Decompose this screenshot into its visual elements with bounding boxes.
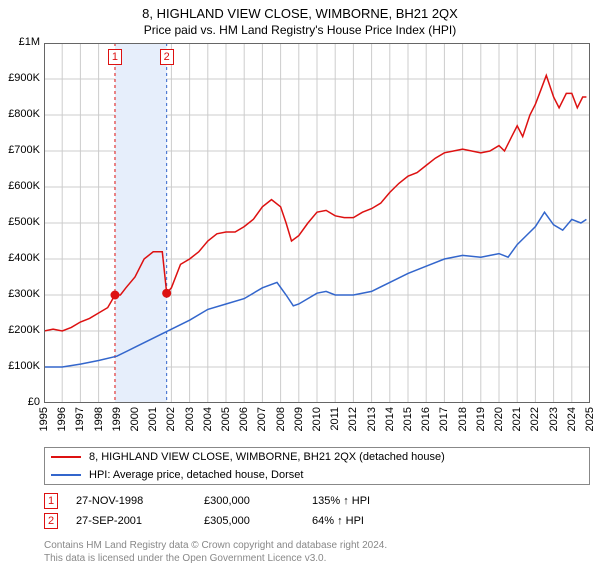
legend-label: HPI: Average price, detached house, Dors…	[89, 469, 303, 481]
legend-box: 8, HIGHLAND VIEW CLOSE, WIMBORNE, BH21 2…	[44, 447, 590, 485]
x-axis-label: 2011	[329, 407, 341, 431]
x-axis-label: 2013	[366, 407, 378, 431]
x-axis-label: 2004	[202, 407, 214, 431]
x-axis-label: 2015	[402, 407, 414, 431]
x-axis-label: 2010	[311, 407, 323, 431]
x-axis-label: 2003	[184, 407, 196, 431]
x-axis-label: 1995	[38, 407, 50, 431]
footer-line-1: Contains HM Land Registry data © Crown c…	[44, 539, 590, 552]
y-axis-label: £800K	[0, 108, 40, 120]
x-axis-label: 2018	[457, 407, 469, 431]
x-axis-label: 2008	[275, 407, 287, 431]
y-axis-label: £100K	[0, 360, 40, 372]
legend-label: 8, HIGHLAND VIEW CLOSE, WIMBORNE, BH21 2…	[89, 451, 445, 463]
x-axis-label: 2007	[256, 407, 268, 431]
x-axis-label: 2016	[420, 407, 432, 431]
x-axis-label: 2000	[129, 407, 141, 431]
x-axis-label: 1999	[111, 407, 123, 431]
sale-price: £305,000	[204, 515, 294, 527]
chart-subtitle: Price paid vs. HM Land Registry's House …	[0, 21, 600, 43]
y-axis-label: £300K	[0, 288, 40, 300]
sale-number-box: 2	[44, 513, 58, 529]
x-axis-label: 2022	[529, 407, 541, 431]
legend-swatch	[51, 474, 81, 476]
x-axis-label: 2017	[438, 407, 450, 431]
y-axis-label: £900K	[0, 72, 40, 84]
legend-item: 8, HIGHLAND VIEW CLOSE, WIMBORNE, BH21 2…	[45, 448, 589, 466]
x-axis-label: 2021	[511, 407, 523, 431]
sales-table: 1 27-NOV-1998 £300,000 135% ↑ HPI 2 27-SEP-20…	[44, 491, 590, 531]
legend-item: HPI: Average price, detached house, Dors…	[45, 466, 589, 484]
sale-marker-label: 1	[108, 49, 122, 65]
x-axis-label: 2025	[584, 407, 596, 431]
x-axis-label: 1996	[56, 407, 68, 431]
x-axis-label: 2024	[566, 407, 578, 431]
y-axis-label: £1M	[0, 36, 40, 48]
y-axis-label: £600K	[0, 180, 40, 192]
sale-price: £300,000	[204, 495, 294, 507]
footer-line-2: This data is licensed under the Open Gov…	[44, 552, 590, 565]
plot-area: £0£100K£200K£300K£400K£500K£600K£700K£80…	[44, 43, 590, 403]
x-axis-label: 1997	[74, 407, 86, 431]
x-axis-label: 2006	[238, 407, 250, 431]
x-axis-label: 2009	[293, 407, 305, 431]
sale-vs-hpi: 64% ↑ HPI	[312, 515, 412, 527]
x-axis-label: 2001	[147, 407, 159, 431]
attribution-footer: Contains HM Land Registry data © Crown c…	[44, 539, 590, 565]
sales-table-row: 2 27-SEP-2001 £305,000 64% ↑ HPI	[44, 511, 590, 531]
legend-swatch	[51, 456, 81, 458]
x-axis-label: 2019	[475, 407, 487, 431]
sale-date: 27-NOV-1998	[76, 495, 186, 507]
x-axis-label: 1998	[93, 407, 105, 431]
y-axis-label: £500K	[0, 216, 40, 228]
y-axis-label: £200K	[0, 324, 40, 336]
x-axis-label: 2023	[548, 407, 560, 431]
y-axis-label: £0	[0, 396, 40, 408]
x-axis-label: 2002	[165, 407, 177, 431]
x-axis-label: 2005	[220, 407, 232, 431]
x-axis-label: 2012	[347, 407, 359, 431]
sale-date: 27-SEP-2001	[76, 515, 186, 527]
x-axis-label: 2014	[384, 407, 396, 431]
sale-vs-hpi: 135% ↑ HPI	[312, 495, 412, 507]
sale-marker-label: 2	[160, 49, 174, 65]
y-axis-label: £700K	[0, 144, 40, 156]
x-axis-label: 2020	[493, 407, 505, 431]
line-chart-svg	[44, 43, 590, 403]
sale-number-box: 1	[44, 493, 58, 509]
sales-table-row: 1 27-NOV-1998 £300,000 135% ↑ HPI	[44, 491, 590, 511]
y-axis-label: £400K	[0, 252, 40, 264]
chart-title: 8, HIGHLAND VIEW CLOSE, WIMBORNE, BH21 2…	[0, 0, 600, 21]
chart-container: 8, HIGHLAND VIEW CLOSE, WIMBORNE, BH21 2…	[0, 0, 600, 560]
